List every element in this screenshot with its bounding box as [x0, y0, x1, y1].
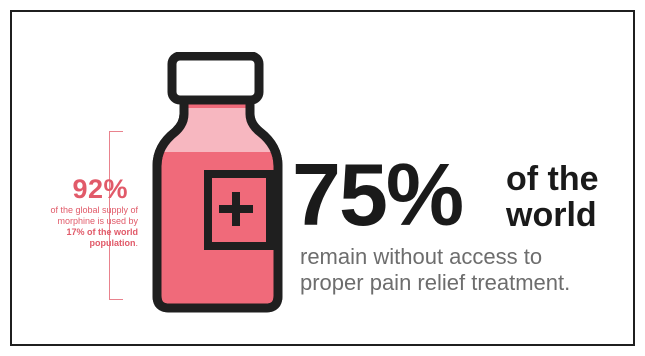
supply-highlight-line: 17% of the world	[8, 227, 138, 238]
supply-line-3-wrap: population.	[8, 238, 138, 249]
headline-qualifier: of the world	[506, 161, 636, 233]
supply-description: of the global supply of morphine is used…	[8, 205, 138, 249]
infographic-frame	[10, 10, 635, 346]
headline-percent: 75%	[292, 145, 464, 244]
supply-highlight: 17% of the world	[66, 227, 138, 237]
supply-period: .	[135, 238, 138, 248]
headline-world: world	[506, 196, 597, 234]
stat-bracket	[109, 131, 123, 300]
supply-percent: 92%	[72, 174, 128, 204]
supply-line-3: population	[89, 238, 136, 248]
supply-line-2: morphine is used by	[57, 216, 138, 226]
subtitle-line-2: proper pain relief treatment.	[300, 270, 571, 295]
subtitle: remain without access to proper pain rel…	[300, 244, 635, 296]
medicine-bottle-icon	[152, 52, 283, 313]
subtitle-line-1: remain without access to	[300, 244, 543, 269]
headline-of-the: of the	[506, 160, 599, 198]
supply-stat: 92% of the global supply of morphine is …	[8, 175, 138, 249]
supply-line-1: of the global supply of	[50, 205, 138, 215]
plus-cross-icon	[219, 192, 253, 226]
bottle-label-box	[204, 170, 274, 250]
